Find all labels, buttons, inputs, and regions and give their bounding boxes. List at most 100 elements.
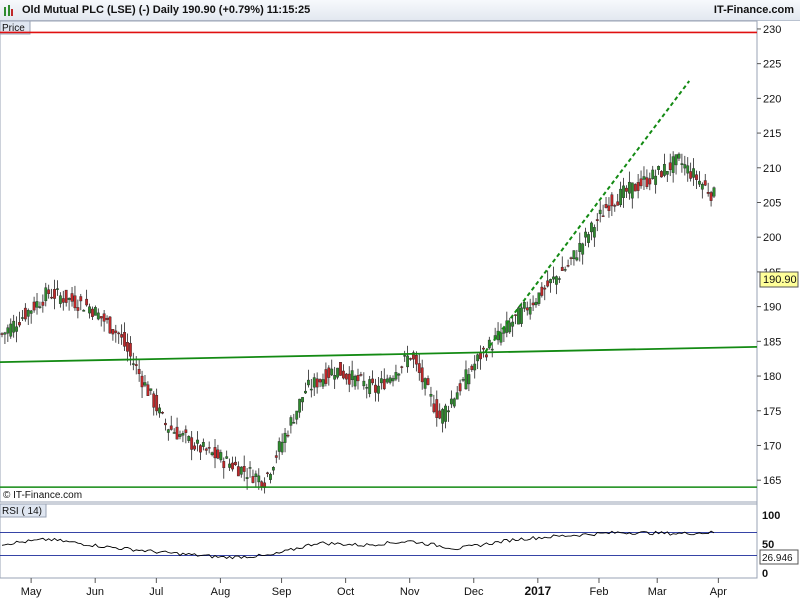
candle-body — [560, 266, 564, 271]
candle-body — [426, 378, 430, 385]
candle-body — [476, 354, 480, 362]
candle-body — [540, 286, 544, 296]
candle-body — [435, 399, 439, 418]
candle-body — [29, 310, 33, 314]
candle-body — [572, 250, 576, 260]
month-tick-label: 2017 — [524, 584, 551, 598]
candle-body — [447, 410, 450, 413]
candle-body — [665, 170, 669, 175]
candle-body — [490, 348, 494, 351]
candle-body — [283, 432, 287, 443]
candle-body — [248, 467, 252, 469]
candle-body — [610, 194, 614, 207]
candle-body — [47, 289, 51, 294]
last-price-label: 190.90 — [763, 274, 797, 286]
candle-body — [120, 334, 124, 338]
candle-body — [131, 363, 135, 365]
candle-body — [555, 276, 558, 285]
candle-body — [689, 171, 693, 179]
candle-body — [671, 156, 675, 173]
candle-body — [347, 373, 351, 385]
candle-body — [271, 467, 275, 471]
candle-body — [452, 398, 456, 407]
instrument-title: Old Mutual PLC (LSE) (-) Daily 190.90 (+… — [22, 4, 311, 16]
candle-body — [161, 412, 164, 414]
candle-body — [683, 164, 687, 169]
candle-body — [353, 375, 357, 387]
candle-body — [403, 355, 407, 357]
candle-body — [18, 322, 21, 326]
candle-body — [123, 332, 126, 347]
price-tick-label: 165 — [763, 475, 781, 487]
candle-body — [196, 439, 199, 444]
candle-body — [12, 320, 16, 333]
candle-body — [695, 174, 698, 180]
candle-body — [216, 449, 220, 459]
candle-body — [467, 374, 471, 385]
candle-body — [143, 382, 147, 386]
candle-body — [417, 363, 421, 373]
candle-body — [566, 265, 570, 267]
candle-body — [511, 321, 515, 327]
candle-body — [330, 368, 334, 376]
candle-body — [616, 201, 620, 206]
candle-body — [362, 380, 366, 387]
candle-body — [651, 169, 655, 179]
candle-body — [251, 476, 255, 483]
candle-body — [698, 180, 701, 185]
candle-body — [336, 367, 339, 378]
candle-body — [175, 426, 179, 440]
candle-body — [479, 352, 482, 360]
candle-body — [286, 434, 290, 437]
candle-body — [137, 368, 141, 375]
candle-body — [712, 187, 716, 197]
price-tick-label: 215 — [763, 128, 781, 140]
candle-body — [225, 456, 229, 459]
brand-label[interactable]: IT-Finance.com — [713, 4, 794, 16]
candle-body — [88, 306, 91, 314]
candle-body — [187, 436, 191, 441]
price-tick-label: 170 — [763, 440, 781, 452]
candle-body — [633, 184, 637, 192]
chart-app-icon — [4, 5, 13, 16]
candle-body — [260, 481, 264, 488]
candle-body — [385, 378, 389, 383]
candle-body — [111, 329, 115, 335]
candle-body — [6, 327, 10, 334]
candle-body — [449, 398, 453, 405]
candle-body — [231, 462, 234, 470]
candle-body — [557, 278, 561, 280]
candle-body — [420, 367, 424, 383]
candle-body — [128, 342, 132, 357]
candle-body — [484, 354, 488, 358]
last-price-box — [759, 271, 799, 288]
candle-body — [619, 188, 623, 206]
candle-body — [575, 257, 579, 261]
candle-body — [44, 287, 48, 302]
price-tick-label: 220 — [763, 93, 781, 105]
candle-body — [134, 364, 138, 366]
candle-body — [400, 366, 404, 368]
candle-body — [654, 175, 658, 185]
candle-body — [613, 205, 617, 207]
candle-body — [3, 332, 7, 335]
last-rsi-box — [759, 549, 799, 565]
candle-body — [73, 295, 77, 309]
candle-body — [517, 307, 520, 325]
candle-body — [35, 301, 39, 308]
candle-body — [359, 374, 363, 376]
price-panel-tab — [0, 20, 31, 35]
candle-body — [321, 379, 325, 387]
candle-body — [61, 298, 65, 303]
candle-body — [99, 316, 103, 319]
price-tick-label: 180 — [763, 371, 781, 383]
candle-body — [53, 289, 56, 299]
x-axis-months: May Jun Jul Aug Sep Oct Nov Dec 2017 Feb Mar Apr — [21, 578, 727, 598]
candle-body — [607, 205, 611, 211]
candle-body — [379, 378, 383, 384]
candle-body — [528, 307, 532, 315]
candle-body — [114, 330, 118, 333]
candle-body — [277, 441, 281, 452]
candle-body — [365, 387, 369, 389]
candle-body — [642, 176, 646, 180]
